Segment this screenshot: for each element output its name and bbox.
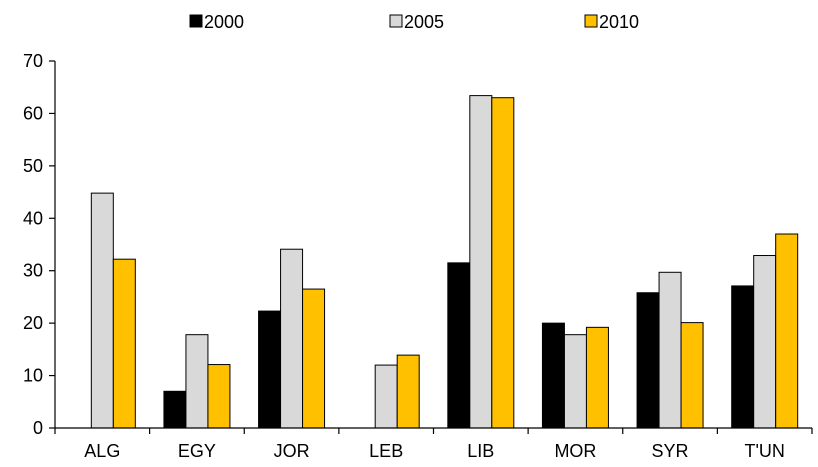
legend-swatch-2010	[584, 14, 598, 28]
bar-2005-syr	[658, 271, 682, 429]
y-tick-label: 10	[23, 366, 43, 386]
y-axis: 0 10 20 30 40 50 60 70	[23, 51, 56, 438]
bar-2005-jor	[280, 248, 304, 429]
bar-2010-alg	[112, 258, 136, 429]
bar-2005-egy	[185, 334, 209, 429]
x-tick-label: SYR	[652, 441, 689, 461]
x-tick-label: MOR	[554, 441, 596, 461]
bar-2000-lib	[447, 262, 471, 429]
x-axis: ALG EGY JOR LEB LIB MOR SYR T'UN	[54, 427, 813, 461]
bar-2010-leb	[396, 354, 420, 429]
y-tick-label: 0	[33, 418, 43, 438]
y-tick-label: 70	[23, 51, 43, 71]
bar-2010-mor	[585, 326, 609, 429]
y-tick-label: 40	[23, 208, 43, 228]
bar-2005-lib	[469, 95, 493, 429]
x-tick-label: LEB	[369, 441, 403, 461]
y-tick-label: 30	[23, 261, 43, 281]
bar-2010-jor	[302, 288, 326, 429]
x-tick-label: T'UN	[744, 441, 784, 461]
bar-2010-syr	[680, 322, 704, 429]
legend-swatch-2005	[389, 14, 403, 28]
bar-2010-tun	[775, 233, 799, 429]
bar-2000-syr	[636, 292, 660, 429]
bar-2000-jor	[258, 310, 282, 429]
y-tick-label: 50	[23, 156, 43, 176]
y-tick-label: 20	[23, 313, 43, 333]
bar-2005-tun	[753, 255, 777, 429]
legend-label: 2005	[404, 12, 444, 32]
bar-2005-leb	[374, 364, 398, 429]
legend-label: 2000	[204, 12, 244, 32]
legend-swatch-2000	[189, 14, 203, 28]
bar-2000-egy	[163, 390, 187, 429]
y-tick-label: 60	[23, 103, 43, 123]
x-tick-label: ALG	[84, 441, 120, 461]
legend: 2000 2005 2010	[189, 12, 639, 32]
bars-group	[90, 95, 799, 429]
x-tick-label: LIB	[467, 441, 494, 461]
legend-label: 2010	[599, 12, 639, 32]
x-tick-label: JOR	[274, 441, 310, 461]
bar-2005-alg	[90, 192, 114, 429]
bar-2000-mor	[541, 322, 565, 429]
bar-2010-egy	[207, 364, 231, 429]
bar-2005-mor	[563, 334, 587, 429]
x-tick-label: EGY	[178, 441, 216, 461]
bar-2010-lib	[491, 97, 515, 429]
bar-2000-tun	[731, 285, 755, 429]
